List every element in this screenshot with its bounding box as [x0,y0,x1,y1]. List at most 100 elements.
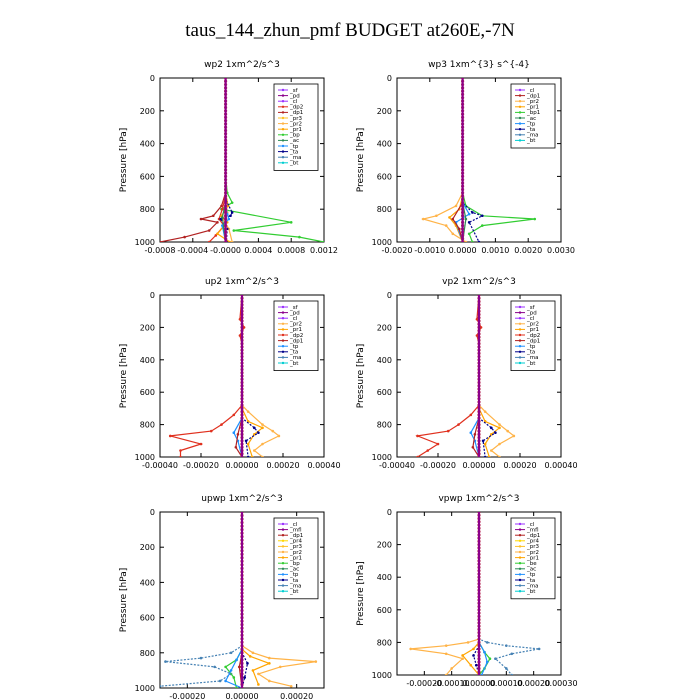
series-point-pr2 [444,652,448,656]
panel-title: vp2 1xm^2/s^3 [442,277,516,287]
legend-label: _cl [289,522,298,528]
legend-marker [281,350,285,353]
series-point-dp2 [416,455,419,457]
legend-label: _tp [289,344,299,350]
series-point-pr1 [490,433,493,436]
legend-marker [518,567,522,570]
legend-label: _ta [526,350,535,356]
y-tick-label: 800 [377,205,392,214]
legend-marker [518,94,522,97]
y-axis-label: Pressure [hPa] [119,568,129,633]
series-point-pr1 [226,204,230,208]
legend: _cl_mfl_dp1_pr4_pr3_pr2_pr1_bp_ac_tp_ta_… [273,517,319,600]
series-point-pr1 [246,442,250,446]
series-point-tp [485,660,489,664]
figure-title: taus_144_zhun_pmf BUDGET at260E,-7N [185,20,515,41]
series-point-dp2 [457,423,460,426]
series-line-ta [462,78,484,242]
legend-label: _bp [289,561,300,567]
chart-panel-2: wp3 1xm^{3} s^{-4} Pressure [hPa] 0 200 400 6… [356,60,575,255]
series-point-pr1 [487,455,491,457]
legend-label: _pr2 [289,322,302,328]
y-tick-label: 200 [140,323,155,332]
legend: _sf_pd_cl_pr2_pr1_dp2_dp1_tp_ta_ma_bt [510,300,556,371]
legend-label: _tp [526,344,536,350]
series-point-ma [229,651,233,655]
series-point-pr2 [268,679,271,683]
series-point-dp2 [220,423,223,426]
y-tick-label: 400 [377,573,392,582]
legend-label: _cl [289,99,298,105]
x-tick-label: 0.0012 [310,246,338,255]
x-tick-label: -0.00020 [183,461,219,470]
y-tick-label: 0 [387,291,392,300]
legend-marker [281,94,285,97]
legend-label: _ta [289,350,298,356]
y-tick-label: 200 [140,543,155,552]
series-point-tp [469,431,473,435]
y-tick-label: 0 [150,74,155,83]
series-point-pr2 [268,656,271,660]
series-point-tp [235,658,238,662]
series-point-pr2 [483,410,487,413]
x-tick-label: -0.00040 [379,461,415,470]
legend-label: _bt [526,361,536,367]
legend-marker [518,573,522,576]
legend-marker [281,105,285,109]
legend-label: _bt [289,161,299,167]
y-tick-label: 0 [150,291,155,300]
series-point-tp [232,431,236,435]
legend-label: _dp1 [526,93,540,99]
legend-marker [518,590,522,593]
legend-label: _pr1 [526,327,539,333]
legend-marker [281,128,285,131]
series-point-pr1 [257,683,260,686]
legend-marker [518,539,522,542]
series-group [415,295,516,457]
legend-label: _bp [289,133,300,139]
legend-marker [281,133,285,136]
x-tick-label: 0.00040 [307,461,340,470]
series-point-dp2 [221,207,224,211]
series-point-dp1 [199,217,203,221]
legend-label: _ma [526,355,538,361]
x-tick-label: 0.0004 [244,246,272,255]
series-point-dp2 [238,334,242,337]
series-point-pr1 [461,654,464,657]
x-tick-label: 0.00020 [517,679,550,688]
legend-label: _tp [289,572,299,578]
series-point-dp2 [209,429,213,433]
x-tick-label: -0.00020 [169,692,205,700]
legend-label: _ac [526,567,536,573]
series-point-ma [164,660,167,663]
legend-label: _pr3 [289,544,303,550]
legend-marker [281,522,285,526]
legend-label: _bt [289,589,299,595]
legend-marker [281,573,285,576]
x-tick-label: -0.0020 [382,246,413,255]
x-tick-label: 0.0010 [481,246,509,255]
x-tick-label: -0.0008 [145,246,176,255]
series-point-pr2 [409,647,412,651]
x-tick-label: 0.00010 [490,679,523,688]
legend-label: _tp [526,121,536,127]
series-point-ta [467,221,471,224]
legend-label: _cl [526,88,535,94]
series-point-dp2 [475,318,479,321]
series-group [409,512,541,675]
legend-label: _ma [289,155,301,161]
series-point-ta [490,426,493,430]
x-tick-label: 0.00000 [225,692,258,700]
y-tick-label: 200 [377,323,392,332]
legend-marker [281,311,285,314]
y-axis-label: Pressure [hPa] [119,344,129,409]
legend-label: _bt [526,138,536,144]
series-point-ta [494,431,497,435]
legend-label: _sf [289,88,299,94]
series-point-dp2 [199,442,203,446]
series-point-dp2 [469,413,473,417]
legend-label: _pr2 [526,322,539,328]
y-tick-label: 400 [377,356,392,365]
series-point-pr2 [278,665,282,669]
